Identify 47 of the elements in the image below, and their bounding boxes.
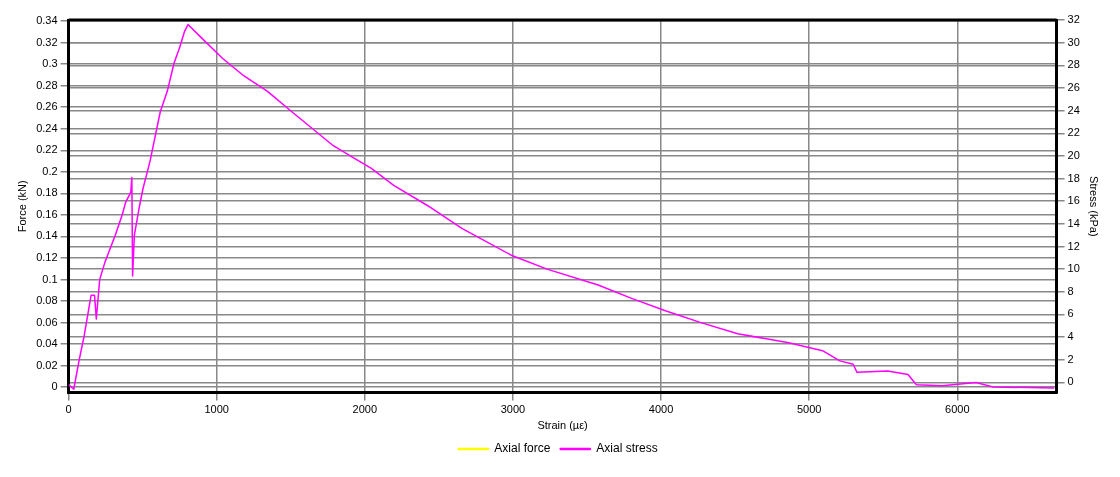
y-tick-label: 0.02 [36,358,58,371]
y2-axis-title: Stress (kPa) [1088,176,1101,237]
y2-tick-label: 22 [1067,126,1080,139]
y-tick-label: 0.26 [36,100,58,113]
legend-label: Axial stress [596,441,658,456]
x-tick-label: 0 [65,403,72,416]
x-axis-title: Strain (µε) [537,419,588,432]
y-tick-label: 0.12 [36,251,58,264]
x-tick-label: 4000 [648,403,674,416]
y-tick-label: 0.28 [36,78,58,91]
y2-tick-label: 14 [1067,216,1080,229]
y2-tick-label: 8 [1067,284,1074,297]
y2-tick-label: 0 [1067,375,1074,388]
y-tick-label: 0.18 [36,186,58,199]
y2-tick-label: 32 [1067,13,1080,26]
legend-label: Axial force [494,441,551,456]
y-tick-label: 0.24 [36,121,58,134]
y2-tick-label: 6 [1067,307,1074,320]
y-tick-label: 0.06 [36,315,58,328]
x-tick-label: 2000 [352,403,378,416]
y-tick-label: 0.08 [36,294,58,307]
y-tick-label: 0.34 [36,14,58,27]
y2-tick-label: 20 [1067,148,1080,161]
x-tick-label: 6000 [945,403,970,416]
y2-tick-label: 4 [1067,330,1074,343]
y2-tick-label: 2 [1067,352,1074,365]
y-tick-label: 0.14 [36,229,58,242]
y2-tick-label: 16 [1067,194,1080,207]
x-tick-label: 3000 [500,403,526,416]
y2-tick-label: 30 [1067,35,1080,48]
x-tick-label: 5000 [796,403,822,416]
y-tick-label: 0.2 [42,164,58,177]
y-tick-label: 0.04 [36,337,58,350]
y-tick-label: 0.1 [42,272,58,285]
y-tick-label: 0 [51,380,58,393]
y-tick-label: 0.16 [36,207,58,220]
y-tick-label: 0.22 [36,143,58,156]
y2-tick-label: 24 [1067,103,1080,116]
x-tick-label: 1000 [204,403,229,416]
y2-tick-label: 10 [1067,262,1080,275]
y-tick-label: 0.3 [42,57,58,70]
y2-tick-label: 26 [1067,80,1080,93]
y-axis-title: Force (kN) [15,180,28,233]
y-tick-label: 0.32 [36,35,58,48]
y2-tick-label: 28 [1067,58,1080,71]
y2-tick-label: 18 [1067,171,1080,184]
y2-tick-label: 12 [1067,239,1080,252]
